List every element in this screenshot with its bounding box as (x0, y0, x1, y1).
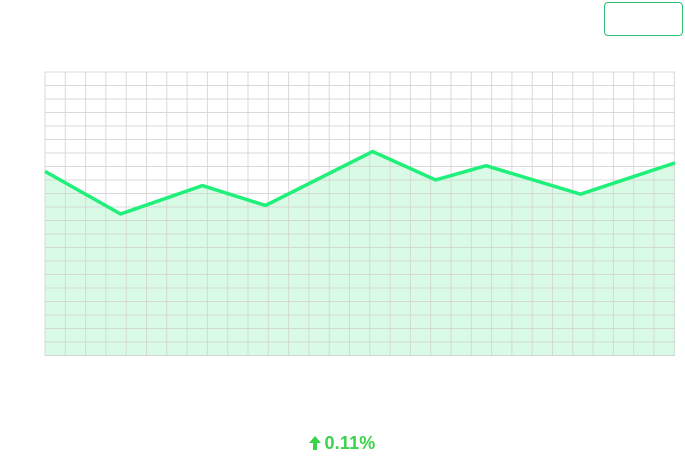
price-change: 0.11% (0, 432, 685, 454)
series-area-fill (45, 151, 675, 356)
change-percent: 0.11% (324, 432, 376, 453)
top-right-button[interactable] (604, 2, 683, 36)
area-chart-svg (44, 71, 676, 356)
area-chart (44, 71, 676, 356)
arrow-up-icon (309, 436, 322, 450)
chart-grid (44, 71, 675, 356)
series-line (44, 149, 676, 216)
